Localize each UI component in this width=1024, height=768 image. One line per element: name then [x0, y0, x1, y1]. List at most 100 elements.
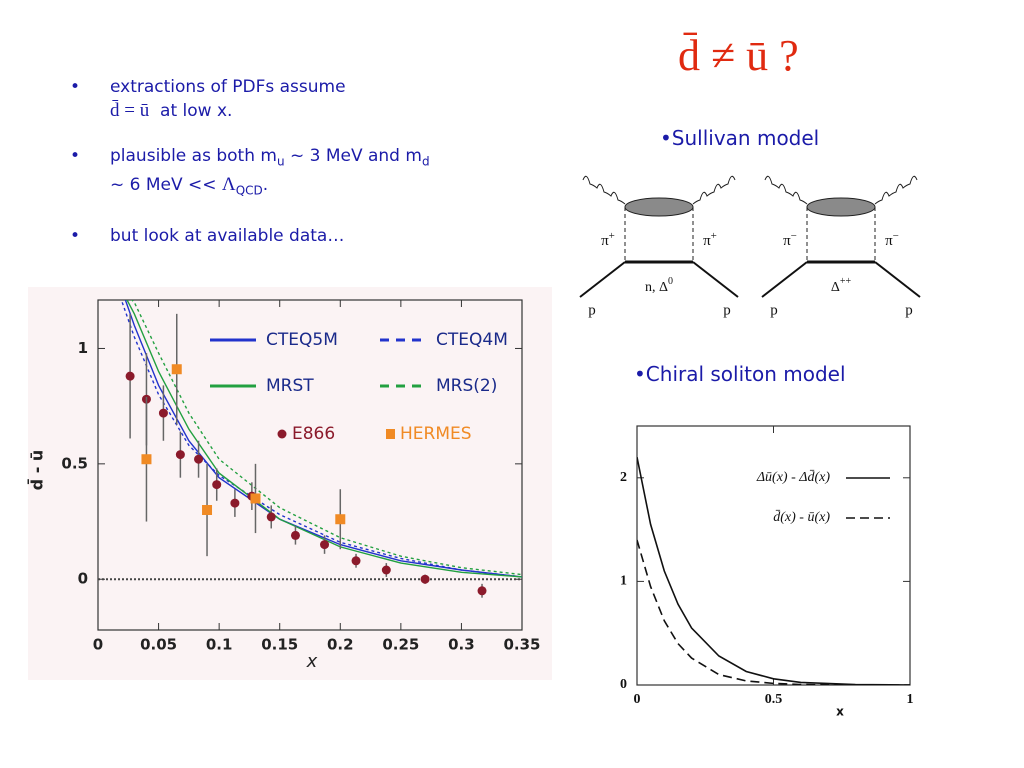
bullet-text: extractions of PDFs assume	[110, 77, 346, 97]
proton-line	[579, 261, 626, 298]
legend-marker	[386, 429, 395, 439]
diagram-label: p	[770, 302, 778, 318]
data-point	[171, 364, 182, 375]
data-point	[194, 454, 204, 464]
data-point	[320, 540, 330, 550]
legend-label: E866	[292, 424, 335, 444]
label-text: π	[703, 233, 711, 249]
label-sup: 0	[668, 276, 673, 287]
curve	[637, 539, 910, 685]
diagram-label: π+	[703, 230, 717, 250]
x-tick-label: 0.1	[206, 636, 233, 654]
label-text: π	[601, 233, 609, 249]
data-point	[477, 586, 487, 596]
bullet-line: plausible as both mu ~ 3 MeV and md	[110, 145, 530, 173]
legend-label: Δū(x) - Δd̄(x)	[756, 470, 831, 486]
photon	[764, 175, 808, 205]
y-axis-label: d̄ - ū	[27, 450, 47, 491]
legend-label: d̄(x) - ū(x)	[773, 510, 830, 526]
data-point	[175, 450, 185, 460]
data-point	[351, 556, 361, 566]
slide-title: d̄ ≠ ū ?	[678, 31, 799, 80]
photon	[874, 175, 918, 205]
data-point	[141, 454, 152, 465]
bullet-line: d̄ = ū at low x.	[110, 99, 530, 123]
blob	[624, 197, 694, 217]
plot-frame	[97, 299, 523, 631]
x-tick-label: 0.2	[327, 636, 354, 654]
data-point	[125, 371, 135, 381]
bullet-text: .	[262, 175, 269, 196]
label-sup: +	[609, 230, 615, 242]
diagram-label: p	[723, 302, 731, 318]
heading: •Chiral soliton model	[634, 362, 846, 386]
data-point	[290, 530, 300, 540]
bullet-text: Λ	[221, 174, 236, 196]
bullet-text: ~ 6 MeV <<	[110, 175, 222, 196]
diagram-label: π−	[783, 230, 797, 250]
y-tick-label: 0	[620, 677, 627, 692]
photon	[692, 175, 736, 205]
y-tick-label: 0.5	[61, 454, 88, 472]
data-point	[266, 512, 276, 522]
bullet-text: ~ 3 MeV and m	[284, 146, 422, 166]
label-text: π	[885, 233, 893, 249]
bullet-line: extractions of PDFs assume	[110, 76, 530, 99]
bullet-text: QCD	[235, 183, 263, 198]
label-text: Δ	[831, 280, 840, 295]
y-tick-label: 2	[620, 470, 627, 485]
chart-background	[614, 420, 922, 720]
diagrams: π+ π+n, Δ0p pπ− π−Δ++p p	[579, 175, 921, 318]
proton-line	[874, 261, 921, 298]
x-tick-label: 0.3	[448, 636, 475, 654]
legend-label: HERMES	[400, 424, 472, 444]
x-tick-label: 0.25	[382, 636, 419, 654]
label-text: π	[783, 233, 791, 249]
bullet-line: but look at available data…	[110, 225, 530, 248]
label-sup: +	[711, 230, 717, 242]
heading: •Sullivan model	[660, 126, 820, 150]
y-tick-label: 1	[78, 339, 88, 357]
x-tick-label: 0.5	[765, 692, 783, 707]
proton-line	[761, 261, 808, 298]
blob	[806, 197, 876, 217]
x-tick-label: 0.15	[261, 636, 298, 654]
data-point	[250, 493, 261, 504]
chart-background	[28, 287, 552, 680]
x-tick-label: 0	[93, 636, 103, 654]
diagram-label: π−	[885, 230, 899, 250]
plot-area	[121, 300, 522, 598]
chart: 0 0.5 1 0 1 2 Δū(x) - Δd̄(x) d̄(x) - ū(x) x	[620, 425, 914, 719]
x-tick-label: 0	[634, 692, 641, 707]
x-axis-label: x	[306, 651, 318, 672]
diagram-label: p	[588, 302, 596, 318]
legend-label: CTEQ5M	[266, 330, 338, 350]
bullet-line: ~ 6 MeV << ΛQCD.	[110, 173, 530, 202]
data-point	[158, 408, 168, 418]
label-sup: −	[893, 230, 899, 242]
chart: 0 0.05 0.1 0.15 0.2 0.25 0.3 0.35 0 0.5 1 CTEQ5M CTE…	[27, 299, 541, 672]
data-point	[212, 480, 222, 490]
plot-area	[637, 456, 910, 685]
diagram-label: π+	[601, 230, 615, 250]
bullet: plausible as both mu ~ 3 MeV and md~ 6 M…	[70, 145, 530, 203]
x-tick-label: 0.05	[140, 636, 177, 654]
bullet-text: plausible as both m	[110, 146, 277, 166]
proton-line	[692, 261, 739, 298]
legend-label: MRST	[266, 376, 314, 396]
diagram-label: n, Δ0	[645, 276, 673, 295]
label-text: n, Δ	[645, 280, 668, 295]
data-point	[230, 498, 240, 508]
data-point	[202, 505, 213, 515]
curve	[130, 300, 522, 576]
data-point	[335, 514, 346, 525]
bullet-text: at low x.	[149, 101, 233, 121]
legend-marker	[277, 429, 287, 439]
legend-label: MRS(2)	[436, 376, 497, 396]
x-tick-label: 1	[907, 692, 914, 707]
label-sup: −	[791, 230, 797, 242]
